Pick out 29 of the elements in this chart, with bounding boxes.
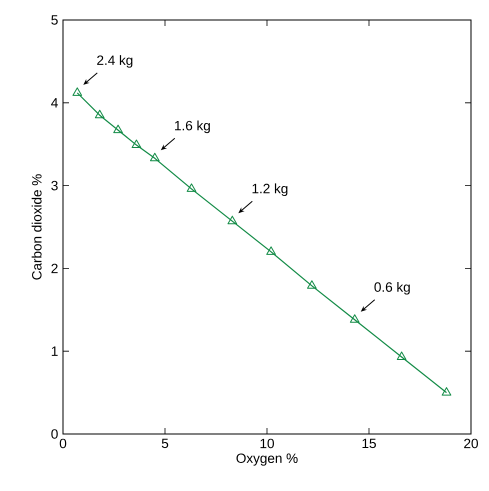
point — [132, 140, 142, 148]
y-tick-label: 0 — [51, 429, 58, 439]
point — [72, 87, 82, 96]
x-tick-label: 20 — [464, 438, 478, 448]
point — [350, 314, 360, 323]
y-tick-label: 1 — [52, 346, 58, 356]
point — [113, 124, 123, 134]
point — [442, 387, 452, 396]
annotation: 1.6 kg — [175, 120, 210, 134]
point — [150, 152, 160, 162]
x-tick-label: 15 — [362, 438, 376, 448]
x-axis-title: Oxygen % — [236, 453, 298, 466]
y-tick-label: 2 — [51, 264, 58, 274]
y-tick-label: 4 — [51, 98, 58, 108]
point — [307, 280, 317, 289]
point — [227, 216, 238, 224]
x-tick-label: 10 — [260, 438, 274, 448]
annotation: 1.2 kg — [252, 183, 288, 196]
point — [186, 183, 196, 192]
x-tick-label: 5 — [162, 438, 168, 448]
annotation: 2.4 kg — [97, 55, 132, 68]
x-tick-label: 0 — [60, 438, 66, 448]
point — [266, 246, 276, 255]
point — [396, 351, 406, 360]
annotation: 0.6 kg — [374, 282, 410, 295]
y-tick-label: 3 — [51, 180, 58, 190]
y-axis-title: Carbon dioxide % — [32, 174, 42, 280]
y-tick-label: 5 — [51, 15, 58, 25]
point — [94, 110, 105, 118]
